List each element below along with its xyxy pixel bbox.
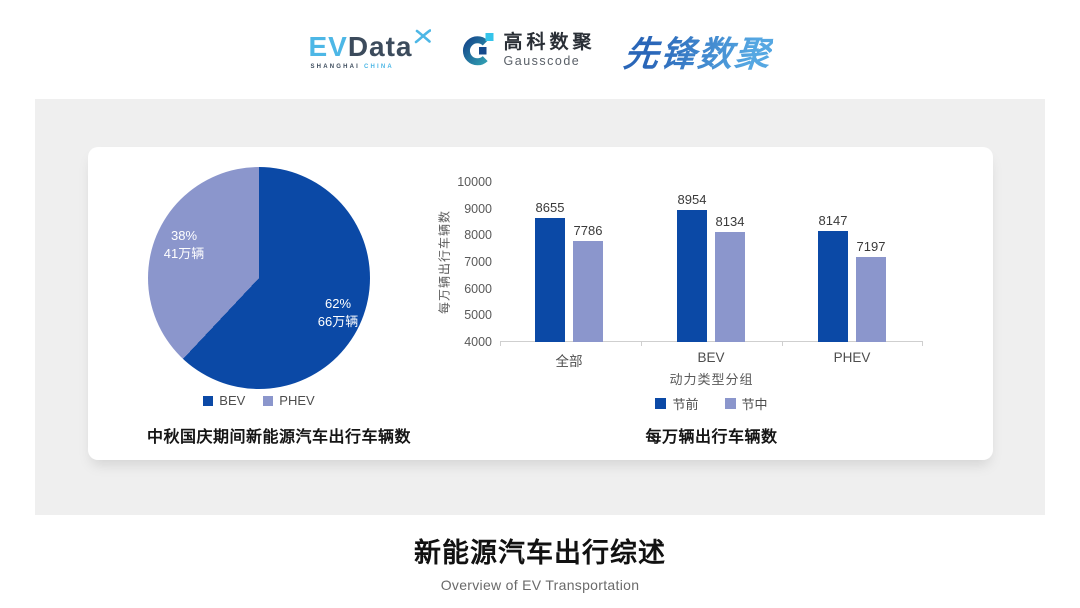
pie-chart	[148, 167, 370, 389]
bar-value-label: 8954	[677, 191, 707, 207]
category-label: PHEV	[833, 350, 871, 365]
bar-legend: 节前 节中	[500, 394, 923, 413]
bev-swatch-icon	[203, 395, 214, 406]
bar-chart-title: 每万辆出行车辆数	[645, 429, 778, 446]
phev-amount: 41万辆	[163, 245, 205, 261]
bar-group: 8147 7197	[818, 182, 886, 342]
mid-legend-label: 节中	[741, 397, 768, 412]
bar-mid-holiday	[715, 231, 745, 342]
bar-pre-holiday	[818, 231, 848, 342]
bar-y-ticks: 10000 9000 8000 7000 6000 5000 4000	[418, 175, 492, 349]
pie-legend: BEV PHEV	[88, 393, 430, 408]
bev-percent: 62%	[324, 296, 352, 311]
bar-legend-item-pre: 节前	[655, 394, 699, 413]
charts-card: 38% 41万辆 62% 66万辆 BEV PHEV 中秋国庆期间新能源汽车出行…	[88, 147, 993, 460]
phev-percent: 38%	[170, 228, 198, 243]
bar-mid-holiday	[856, 256, 886, 342]
bar-pre-holiday	[535, 217, 565, 342]
y-tick-label: 8000	[464, 228, 492, 243]
pie-legend-item-bev: BEV	[203, 393, 245, 408]
gausscode-text: 高科数聚 Gausscode	[503, 32, 596, 69]
evdata-logo: EVData SHANGHAI CHINA	[308, 28, 431, 70]
bev-amount: 66万辆	[317, 313, 359, 329]
pre-legend-label: 节前	[672, 397, 699, 412]
y-tick-label: 9000	[464, 201, 492, 216]
gausscode-g-icon	[458, 30, 496, 73]
evdata-subtitle-right: CHINA	[363, 63, 394, 70]
bar-value-label: 7786	[573, 223, 603, 239]
bar-plot: 动力类型分组 节前 节中 8655 7786 全部 8954 8134 BEV 8147 71…	[500, 182, 923, 412]
axis-tick	[922, 342, 923, 346]
y-tick-label: 5000	[464, 308, 492, 323]
page-title: 新能源汽车出行综述	[414, 538, 666, 568]
bev-legend-label: BEV	[219, 393, 246, 408]
gausscode-logo: 高科数聚 Gausscode	[458, 30, 596, 73]
pie-slice-label-bev: 62% 66万辆	[288, 295, 388, 330]
category-label: 全部	[555, 354, 583, 369]
evdata-subtitle-left: SHANGHAI	[310, 63, 361, 70]
bar-x-axis-label: 动力类型分组	[669, 372, 754, 387]
mid-swatch-icon	[724, 398, 736, 409]
page-subtitle: Overview of EV Transportation	[440, 577, 640, 593]
bar-value-label: 8655	[535, 199, 565, 215]
axis-tick	[641, 342, 642, 346]
evdata-data-text: Data	[347, 30, 413, 62]
category-label: BEV	[697, 350, 725, 365]
evdata-ev-text: EV	[308, 30, 348, 62]
pie-legend-item-phev: PHEV	[263, 393, 315, 408]
gausscode-name-en: Gausscode	[503, 54, 581, 69]
bar-group: 8655 7786	[535, 182, 603, 342]
y-tick-label: 4000	[464, 335, 492, 349]
bar-value-label: 8134	[715, 213, 745, 229]
pioneer-logo: 先锋数聚	[621, 26, 774, 77]
bar-group: 8954 8134	[677, 182, 745, 342]
evdata-wordmark: EVData	[308, 28, 431, 62]
footer: 新能源汽车出行综述 Overview of EV Transportation	[0, 531, 1080, 593]
content-panel: 38% 41万辆 62% 66万辆 BEV PHEV 中秋国庆期间新能源汽车出行…	[35, 99, 1045, 515]
evdata-subtitle: SHANGHAI CHINA	[310, 64, 393, 70]
y-tick-label: 6000	[464, 281, 492, 296]
bar-value-label: 8147	[818, 213, 848, 229]
axis-tick	[500, 342, 501, 346]
bar-legend-item-mid: 节中	[724, 394, 768, 413]
pre-swatch-icon	[655, 398, 667, 409]
pie-slice-label-phev: 38% 41万辆	[134, 227, 234, 262]
gausscode-name-cn: 高科数聚	[503, 32, 596, 54]
axis-tick	[782, 342, 783, 346]
pie-chart-title: 中秋国庆期间新能源汽车出行车辆数	[146, 429, 411, 446]
phev-swatch-icon	[263, 395, 274, 406]
bar-mid-holiday	[573, 241, 603, 342]
y-tick-label: 7000	[464, 255, 492, 269]
bar-pre-holiday	[677, 209, 707, 342]
bar-value-label: 7197	[856, 238, 886, 254]
y-tick-label: 10000	[457, 175, 492, 189]
evdata-x-icon	[414, 19, 431, 50]
header-logos: EVData SHANGHAI CHINA	[0, 22, 1080, 80]
phev-legend-label: PHEV	[279, 393, 315, 408]
